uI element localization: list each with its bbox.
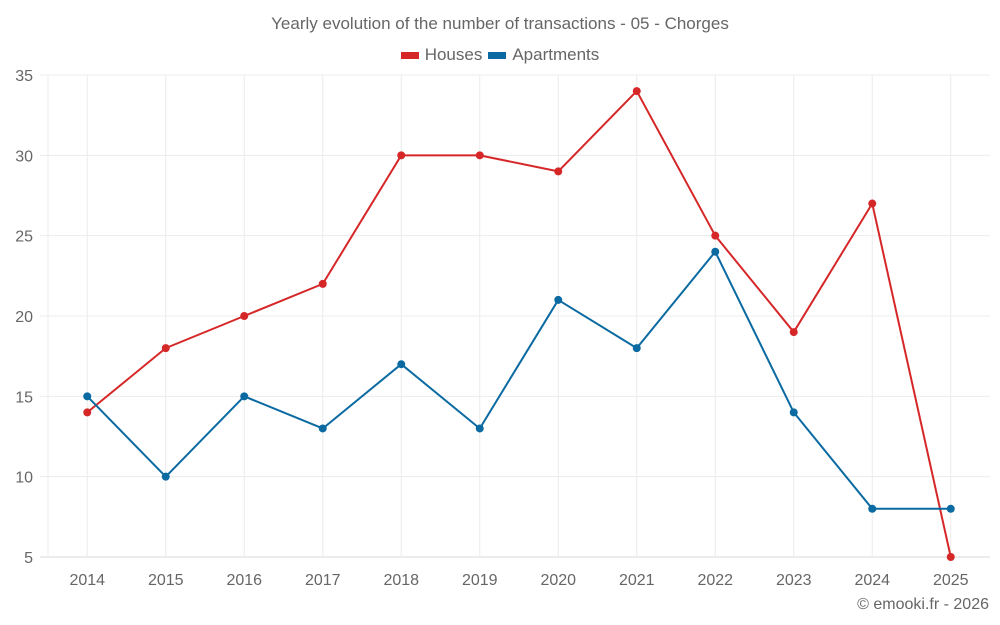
x-tick-label: 2014 (69, 572, 105, 589)
y-tick-label: 20 (15, 309, 33, 326)
y-axis: 5 10 15 20 25 30 35 (15, 68, 33, 567)
x-tick-label: 2022 (697, 572, 733, 589)
chart-title: Yearly evolution of the number of transa… (271, 14, 729, 33)
data-point-apartments[interactable] (632, 344, 641, 353)
data-point-houses[interactable] (83, 408, 92, 417)
series-houses (83, 87, 955, 561)
x-tick-label: 2017 (305, 572, 341, 589)
data-point-apartments[interactable] (789, 408, 798, 417)
data-point-apartments[interactable] (554, 295, 563, 304)
x-tick-label: 2016 (226, 572, 262, 589)
series-line-apartments (86, 250, 951, 510)
legend-swatch-houses (400, 51, 419, 59)
legend-item-apartments[interactable]: Apartments (488, 45, 599, 65)
data-point-houses[interactable] (632, 87, 641, 96)
x-tick-label: 2020 (540, 572, 576, 589)
data-point-apartments[interactable] (475, 424, 484, 433)
data-point-houses[interactable] (946, 553, 955, 561)
x-tick-label: 2025 (933, 572, 969, 589)
data-point-houses[interactable] (789, 328, 798, 337)
y-tick-label: 35 (15, 68, 33, 85)
legend-item-houses[interactable]: Houses (400, 45, 483, 65)
data-point-houses[interactable] (240, 312, 249, 320)
grid (40, 74, 990, 558)
copyright-credit: © emooki.fr - 2026 (857, 596, 989, 613)
data-point-apartments[interactable] (318, 424, 327, 433)
y-tick-label: 5 (24, 550, 33, 567)
y-tick-label: 15 (15, 389, 33, 406)
data-point-apartments[interactable] (397, 360, 406, 369)
data-point-houses[interactable] (868, 199, 877, 208)
x-tick-label: 2015 (148, 572, 184, 589)
legend-label-apartments: Apartments (512, 45, 600, 64)
y-tick-label: 10 (15, 470, 33, 487)
data-point-apartments[interactable] (161, 472, 170, 481)
legend-label-houses: Houses (424, 45, 483, 64)
data-point-apartments[interactable] (83, 392, 92, 401)
data-point-apartments[interactable] (946, 504, 955, 513)
legend-swatch-apartments (488, 51, 507, 59)
data-point-apartments[interactable] (868, 504, 877, 513)
series-group (83, 87, 955, 561)
chart-legend: Houses Apartments (0, 45, 1000, 65)
data-point-houses[interactable] (554, 167, 563, 176)
series-apartments (83, 247, 955, 513)
y-tick-label: 25 (15, 229, 33, 246)
x-tick-label: 2021 (619, 572, 655, 589)
data-point-houses[interactable] (161, 344, 170, 353)
data-point-houses[interactable] (318, 279, 327, 288)
y-tick-label: 30 (15, 148, 33, 165)
data-point-apartments[interactable] (711, 247, 720, 256)
x-axis: 2014 2015 2016 2017 2018 2019 2020 2021 2022 2023… (69, 572, 968, 589)
data-point-apartments[interactable] (240, 392, 249, 401)
data-point-houses[interactable] (475, 151, 484, 160)
x-tick-label: 2023 (776, 572, 812, 589)
data-point-houses[interactable] (397, 151, 406, 160)
x-tick-label: 2018 (383, 572, 419, 589)
series-line-houses (86, 90, 952, 558)
data-point-houses[interactable] (711, 231, 720, 240)
x-tick-label: 2024 (854, 572, 890, 589)
x-tick-label: 2019 (462, 572, 498, 589)
